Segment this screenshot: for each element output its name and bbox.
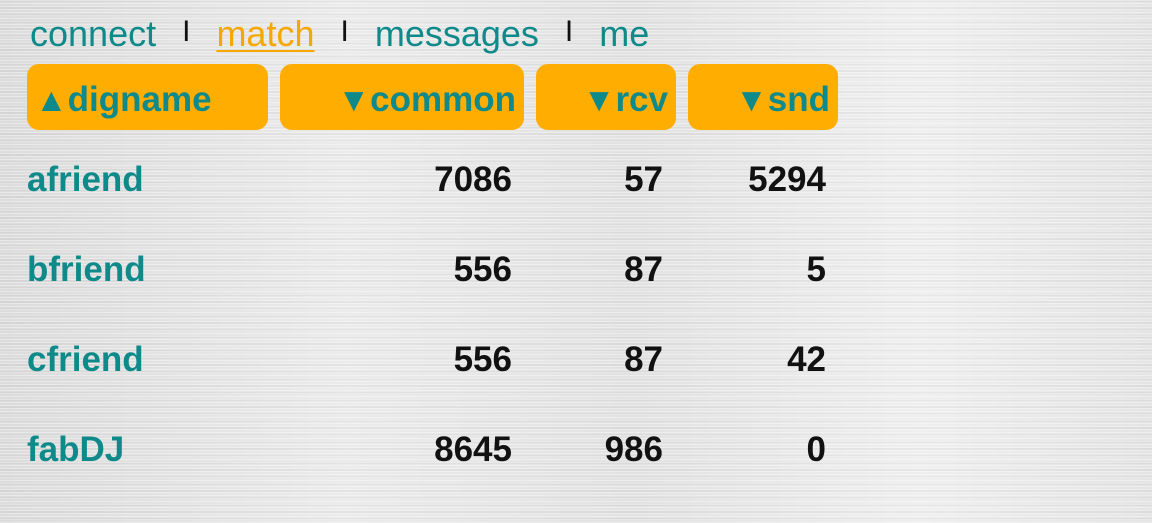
row-common-value: 556 [453, 250, 512, 289]
sort-header-digname[interactable]: ▲ digname [27, 64, 268, 130]
row-rcv-value: 57 [624, 160, 663, 199]
sort-header-common[interactable]: ▼ common [280, 64, 524, 130]
row-digname-link[interactable]: cfriend [27, 340, 144, 379]
row-common-value: 7086 [434, 160, 512, 199]
row-common-value: 556 [453, 340, 512, 379]
nav-separator: I [340, 15, 349, 48]
header-label: snd [767, 80, 830, 119]
nav-match-link[interactable]: match [216, 13, 315, 54]
nav-messages-link[interactable]: messages [374, 13, 539, 54]
row-rcv-value: 87 [624, 340, 663, 379]
sort-header-snd[interactable]: ▼ snd [688, 64, 838, 130]
row-rcv-value: 986 [604, 430, 663, 469]
sort-descending-icon: ▼ [337, 81, 371, 118]
nav-separator: I [564, 15, 574, 48]
sort-descending-icon: ▼ [735, 81, 768, 118]
sort-ascending-icon: ▲ [35, 81, 68, 118]
nav-connect-link[interactable]: connect [30, 13, 157, 54]
row-snd-value: 0 [806, 430, 826, 469]
row-digname-link[interactable]: afriend [27, 160, 144, 199]
row-digname-link[interactable]: bfriend [27, 250, 146, 289]
row-rcv-value: 87 [624, 250, 663, 289]
row-snd-value: 42 [787, 340, 826, 379]
sort-descending-icon: ▼ [582, 81, 616, 118]
header-label: rcv [615, 80, 668, 119]
row-digname-link[interactable]: fabDJ [27, 430, 125, 469]
row-snd-value: 5 [806, 250, 826, 289]
nav-me-link[interactable]: me [599, 13, 650, 54]
row-common-value: 8645 [434, 430, 512, 469]
header-label: digname [67, 80, 212, 119]
top-navigation: connect I match I messages I me [30, 12, 649, 56]
header-label: common [370, 80, 516, 119]
row-snd-value: 5294 [748, 160, 826, 199]
sort-header-rcv[interactable]: ▼ rcv [536, 64, 676, 130]
nav-separator: I [182, 15, 191, 48]
